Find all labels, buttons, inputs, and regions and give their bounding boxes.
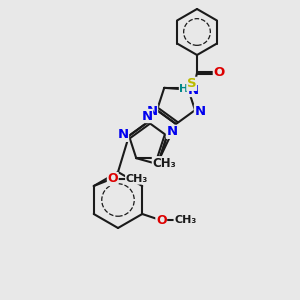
Text: CH₃: CH₃ <box>126 174 148 184</box>
Text: N: N <box>141 110 153 122</box>
Text: O: O <box>156 214 166 226</box>
Text: N: N <box>146 105 158 118</box>
Text: CH₃: CH₃ <box>152 157 176 170</box>
Text: CH₃: CH₃ <box>174 215 197 225</box>
Text: N: N <box>188 83 199 97</box>
Text: S: S <box>187 77 196 90</box>
Text: O: O <box>107 172 118 185</box>
Text: O: O <box>213 67 225 80</box>
Text: N: N <box>194 105 206 118</box>
Text: N: N <box>117 128 128 141</box>
Text: N: N <box>167 125 178 138</box>
Text: H: H <box>179 84 189 94</box>
